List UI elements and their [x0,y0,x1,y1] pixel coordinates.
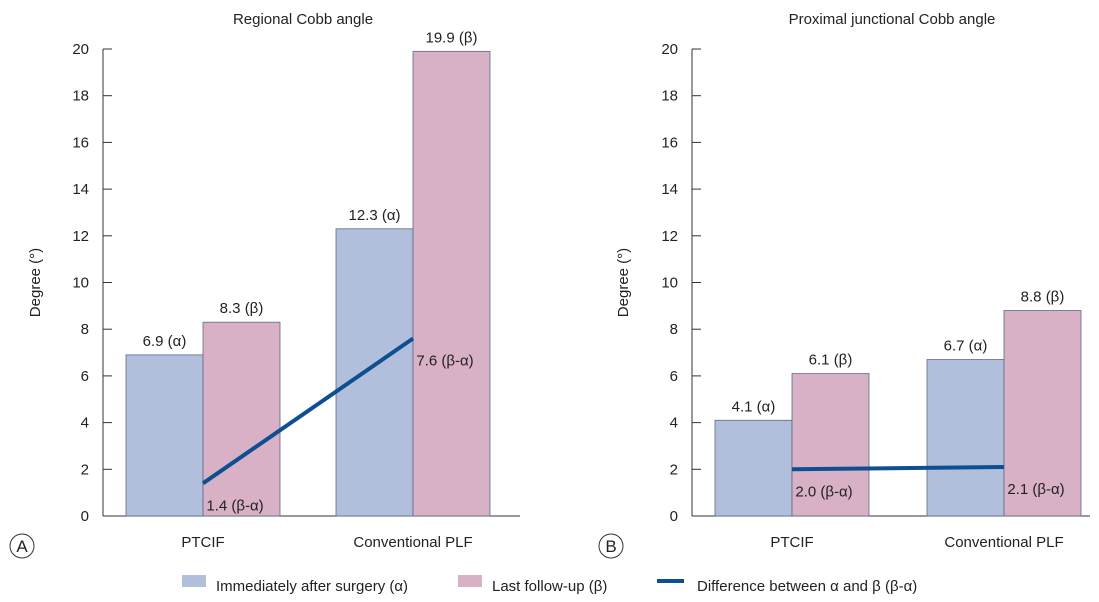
difference-label: 1.4 (β-α) [206,497,263,514]
bar-label-alpha: 6.9 (α) [143,333,187,350]
panel-letter: B [605,537,616,556]
x-tick-label: PTCIF [770,534,813,551]
bar-label-alpha: 4.1 (α) [732,398,776,415]
bar-beta [412,50,491,517]
bar-label-beta: 8.3 (β) [220,300,264,317]
bar-alpha [926,359,1005,517]
x-tick-label: PTCIF [181,534,224,551]
y-tick-label: 10 [661,275,678,292]
chart-panels: Regional Cobb angle02468101214161820Degr… [9,11,1090,559]
bar-label-beta: 8.8 (β) [1021,289,1065,306]
y-tick-label: 18 [661,88,678,105]
y-tick-label: 6 [670,368,678,385]
panel-letter-circle [9,533,35,559]
y-tick-label: 2 [81,461,89,478]
bar-label-alpha: 12.3 (α) [348,207,400,224]
bar-beta [202,321,281,517]
y-tick-label: 20 [72,41,89,58]
y-tick-label: 0 [81,508,89,525]
y-tick-label: 12 [661,228,678,245]
y-tick-label: 0 [670,508,678,525]
x-tick-label: Conventional PLF [944,534,1063,551]
bar-label-alpha: 6.7 (α) [944,338,988,355]
legend-label-alpha: Immediately after surgery (α) [216,578,408,595]
legend-swatch-alpha [182,575,206,587]
legend-swatch-beta [458,575,482,587]
difference-label: 2.0 (β-α) [795,483,852,500]
legend-label-beta: Last follow-up (β) [492,578,607,595]
y-axis-label: Degree (°) [615,248,632,317]
bar-label-beta: 19.9 (β) [426,29,478,46]
chart-title: Regional Cobb angle [233,11,373,28]
y-axis-label: Degree (°) [27,248,44,317]
bar-beta [1003,310,1082,517]
difference-line [791,464,1005,472]
bar-alpha [714,419,793,517]
y-tick-label: 8 [81,321,89,338]
chart-panel-b: Proximal junctional Cobb angle 0 2 4 6 8 10 12 1… [598,11,1090,559]
y-tick-label: 16 [661,134,678,151]
y-tick-label: 18 [72,88,89,105]
y-tick-label: 12 [72,228,89,245]
bar-alpha [125,354,204,517]
y-tick-label: 2 [670,461,678,478]
legend: Immediately after surgery (α) Last follo… [182,575,917,595]
y-tick-label: 16 [72,134,89,151]
difference-line [201,336,415,485]
y-tick-label: 20 [661,41,678,58]
bar-alpha [335,228,414,517]
y-tick-label: 4 [81,415,89,432]
bar-label-beta: 6.1 (β) [809,352,853,369]
panel-letter-circle [598,533,624,559]
y-tick-label: 10 [72,275,89,292]
y-tick-label: 14 [661,181,678,198]
panel-letter: A [16,537,28,556]
legend-label-difference: Difference between α and β (β-α) [697,578,917,595]
y-tick-label: 14 [72,181,89,198]
x-tick-label: Conventional PLF [353,534,472,551]
y-tick-label: 6 [81,368,89,385]
y-tick-label: 8 [670,321,678,338]
chart-panel-a: Regional Cobb angle 0 2 4 6 8 10 12 14 16 18 20 Degr… [9,11,520,559]
y-tick-label: 4 [670,415,678,432]
bar-beta [791,373,870,517]
difference-label: 2.1 (β-α) [1007,481,1064,498]
chart-title: Proximal junctional Cobb angle [789,11,996,28]
difference-label: 7.6 (β-α) [416,353,473,370]
